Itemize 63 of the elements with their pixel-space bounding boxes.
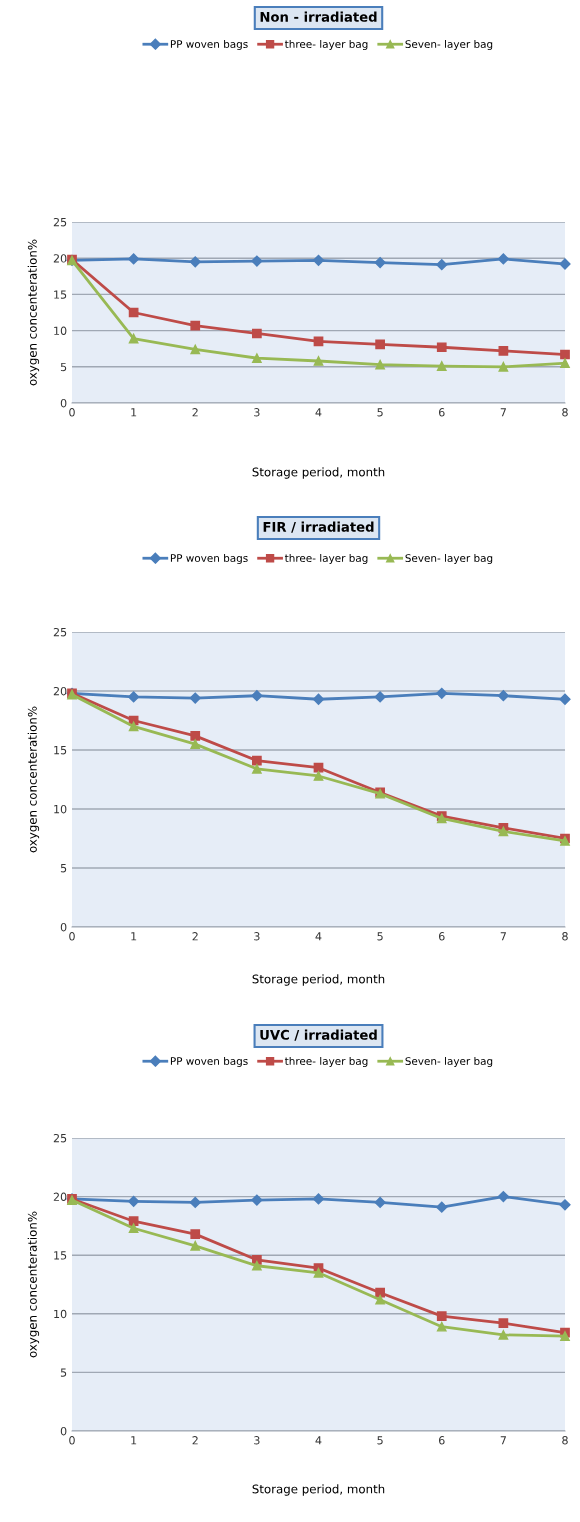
y-axis-title: oxygen concenteration% <box>27 706 40 853</box>
x-tick-label: 8 <box>562 1436 568 1445</box>
x-tick-label: 2 <box>192 1436 198 1445</box>
x-tick-label: 5 <box>377 408 383 417</box>
legend-label: three- layer bag <box>284 553 368 565</box>
legend-label: Seven- layer bag <box>405 39 493 51</box>
x-axis-title: Storage period, month <box>252 1484 385 1496</box>
y-tick-label: 10 <box>54 804 67 814</box>
chart-title: FIR / irradiated <box>263 521 374 533</box>
y-tick-label: 0 <box>60 922 67 932</box>
x-tick-label: 2 <box>192 932 198 941</box>
y-tick-label: 10 <box>54 326 67 335</box>
y-tick-label: 25 <box>53 627 67 637</box>
x-tick-label: 4 <box>315 408 322 417</box>
y-tick-label: 10 <box>54 1309 67 1319</box>
x-tick-label: 3 <box>254 1436 260 1445</box>
y-axis-title: oxygen concenteration% <box>27 1211 40 1358</box>
x-tick-label: 8 <box>562 408 568 417</box>
x-tick-label: 7 <box>500 408 506 417</box>
legend-label: Seven- layer bag <box>405 1056 493 1068</box>
y-tick-label: 5 <box>60 1368 67 1377</box>
y-tick-label: 15 <box>54 1251 67 1260</box>
y-tick-label: 0 <box>60 398 67 408</box>
x-tick-label: 7 <box>500 932 506 941</box>
x-tick-label: 1 <box>131 1436 137 1445</box>
y-tick-label: 0 <box>60 1426 67 1436</box>
y-tick-label: 25 <box>53 217 67 227</box>
legend-label: PP woven bags <box>170 1056 248 1068</box>
x-tick-label: 7 <box>500 1436 506 1445</box>
x-tick-label: 4 <box>315 932 322 941</box>
legend-label: Seven- layer bag <box>405 553 493 565</box>
y-tick-label: 15 <box>54 746 67 755</box>
x-tick-label: 3 <box>254 408 260 417</box>
x-tick-label: 5 <box>377 1436 383 1445</box>
x-tick-label: 4 <box>315 1436 322 1445</box>
legend-label: three- layer bag <box>284 1056 368 1068</box>
x-tick-label: 1 <box>131 408 137 417</box>
x-tick-label: 0 <box>69 1436 75 1445</box>
x-tick-label: 6 <box>438 408 445 417</box>
x-tick-label: 6 <box>438 1436 445 1445</box>
y-tick-label: 5 <box>60 362 67 372</box>
y-tick-label: 25 <box>53 1133 67 1143</box>
x-tick-label: 6 <box>438 932 445 941</box>
y-tick-label: 20 <box>53 1192 67 1201</box>
x-axis-title: Storage period, month <box>252 974 385 986</box>
x-tick-label: 8 <box>562 932 568 941</box>
x-tick-label: 0 <box>69 408 75 417</box>
x-tick-label: 0 <box>69 932 75 941</box>
legend-label: PP woven bags <box>170 553 248 565</box>
x-tick-label: 2 <box>192 408 198 417</box>
x-tick-label: 1 <box>131 932 137 941</box>
x-tick-label: 5 <box>377 932 383 941</box>
chart-title: Non - irradiated <box>260 11 377 22</box>
legend-label: three- layer bag <box>284 39 368 51</box>
chart-title: UVC / irradiated <box>260 1029 377 1041</box>
x-tick-label: 3 <box>254 932 260 941</box>
y-tick-label: 15 <box>54 290 67 299</box>
legend-label: PP woven bags <box>170 39 248 51</box>
y-tick-label: 20 <box>53 254 67 263</box>
y-axis-title: oxygen concenteration% <box>27 239 40 386</box>
y-tick-label: 20 <box>53 686 67 696</box>
x-axis-title: Storage period, month <box>252 467 385 479</box>
y-tick-label: 5 <box>60 864 67 873</box>
